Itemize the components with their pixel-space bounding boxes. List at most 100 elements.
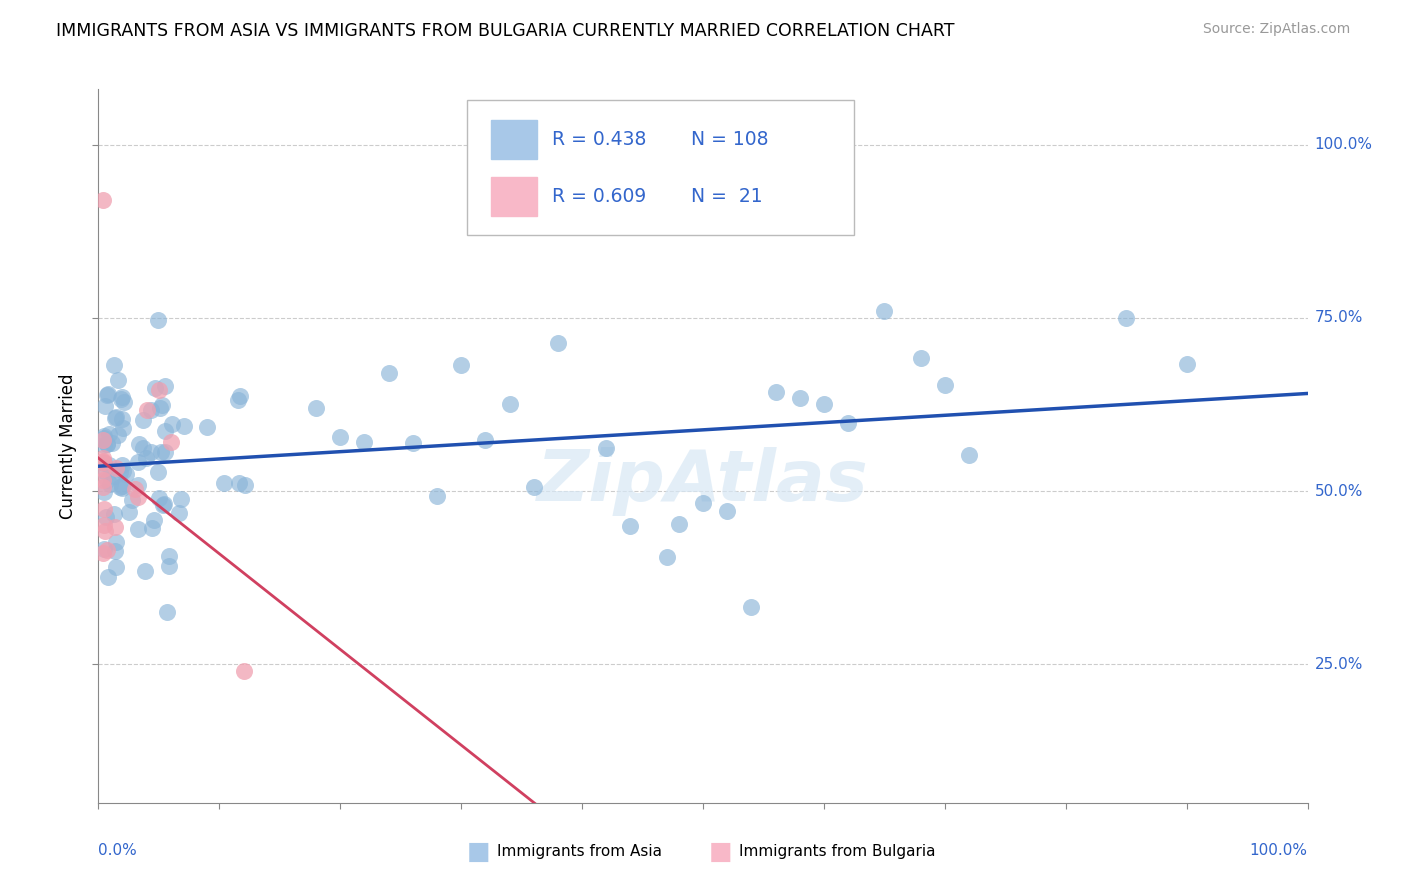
Point bbox=[98, 477, 121, 491]
Point bbox=[934, 378, 956, 392]
Point bbox=[873, 303, 896, 318]
Point bbox=[93, 438, 115, 452]
Point bbox=[595, 441, 617, 455]
Text: Immigrants from Bulgaria: Immigrants from Bulgaria bbox=[740, 845, 936, 859]
Point bbox=[103, 469, 125, 483]
Point bbox=[94, 524, 117, 539]
Text: 75.0%: 75.0% bbox=[1315, 310, 1362, 326]
Point bbox=[91, 473, 114, 487]
Point bbox=[97, 458, 120, 473]
Point bbox=[377, 366, 399, 380]
Point bbox=[91, 462, 114, 476]
Text: N =  21: N = 21 bbox=[690, 186, 762, 206]
Point bbox=[305, 401, 328, 415]
Point bbox=[156, 605, 179, 619]
Point bbox=[93, 431, 115, 445]
Point bbox=[105, 534, 128, 549]
Point bbox=[104, 520, 127, 534]
Point bbox=[226, 393, 249, 408]
Point bbox=[426, 489, 449, 503]
Text: Immigrants from Asia: Immigrants from Asia bbox=[498, 845, 662, 859]
Point bbox=[91, 453, 114, 467]
Point bbox=[104, 411, 127, 425]
Point bbox=[97, 426, 120, 441]
Point bbox=[107, 373, 129, 387]
Point bbox=[134, 564, 156, 578]
Point bbox=[212, 475, 235, 490]
Point bbox=[93, 456, 115, 470]
Point bbox=[127, 490, 149, 504]
Text: ■: ■ bbox=[709, 840, 733, 863]
Point bbox=[233, 477, 256, 491]
Point bbox=[153, 425, 176, 439]
Point bbox=[96, 473, 118, 487]
Text: 0.0%: 0.0% bbox=[98, 843, 138, 858]
Bar bbox=[492, 177, 537, 216]
Point bbox=[91, 455, 114, 469]
Text: ZipAtlas: ZipAtlas bbox=[537, 447, 869, 516]
Point bbox=[229, 389, 252, 403]
Point bbox=[160, 435, 183, 450]
Point bbox=[96, 437, 118, 451]
Point bbox=[96, 509, 118, 524]
Point bbox=[111, 390, 134, 404]
Text: R = 0.438: R = 0.438 bbox=[551, 129, 647, 149]
Point bbox=[91, 450, 114, 465]
Point bbox=[110, 392, 132, 406]
Point bbox=[107, 427, 129, 442]
Point bbox=[765, 385, 787, 400]
Point bbox=[127, 478, 149, 492]
Point bbox=[96, 543, 118, 558]
Point bbox=[111, 479, 134, 493]
Point bbox=[498, 397, 520, 411]
Point bbox=[93, 502, 115, 516]
Point bbox=[173, 419, 195, 434]
Point bbox=[148, 383, 170, 397]
Point bbox=[474, 434, 496, 448]
Point bbox=[132, 413, 155, 427]
Point bbox=[152, 499, 174, 513]
Point bbox=[93, 546, 115, 560]
Point bbox=[547, 336, 569, 351]
Text: ■: ■ bbox=[467, 840, 491, 863]
Point bbox=[96, 436, 118, 450]
Point bbox=[97, 386, 120, 401]
Point bbox=[837, 416, 859, 430]
Text: 50.0%: 50.0% bbox=[1315, 483, 1362, 499]
Point bbox=[143, 380, 166, 394]
Point bbox=[232, 664, 254, 678]
Point bbox=[97, 570, 120, 584]
Text: R = 0.609: R = 0.609 bbox=[551, 186, 647, 206]
Point bbox=[813, 397, 835, 411]
Text: Source: ZipAtlas.com: Source: ZipAtlas.com bbox=[1202, 22, 1350, 37]
Point bbox=[93, 464, 115, 478]
Point bbox=[121, 492, 143, 507]
Point bbox=[450, 358, 472, 372]
Point bbox=[170, 492, 193, 507]
Point bbox=[104, 544, 127, 558]
Bar bbox=[492, 120, 537, 159]
Point bbox=[103, 358, 125, 372]
Point bbox=[103, 507, 125, 521]
Point bbox=[153, 497, 176, 511]
Point bbox=[111, 464, 134, 478]
Point bbox=[93, 541, 115, 556]
Point bbox=[149, 401, 172, 415]
Point bbox=[143, 513, 166, 527]
Point bbox=[910, 351, 932, 366]
Point bbox=[93, 429, 115, 443]
Point bbox=[135, 450, 157, 465]
Point bbox=[329, 430, 352, 444]
Point bbox=[195, 419, 218, 434]
Point bbox=[692, 496, 714, 510]
Point bbox=[96, 387, 118, 401]
Point bbox=[105, 461, 128, 475]
Point bbox=[139, 445, 162, 459]
Point bbox=[112, 394, 135, 409]
Point bbox=[169, 506, 191, 520]
Point bbox=[146, 465, 169, 479]
Text: IMMIGRANTS FROM ASIA VS IMMIGRANTS FROM BULGARIA CURRENTLY MARRIED CORRELATION C: IMMIGRANTS FROM ASIA VS IMMIGRANTS FROM … bbox=[56, 22, 955, 40]
Point bbox=[152, 398, 174, 412]
Point bbox=[93, 518, 115, 533]
Point bbox=[93, 485, 115, 500]
